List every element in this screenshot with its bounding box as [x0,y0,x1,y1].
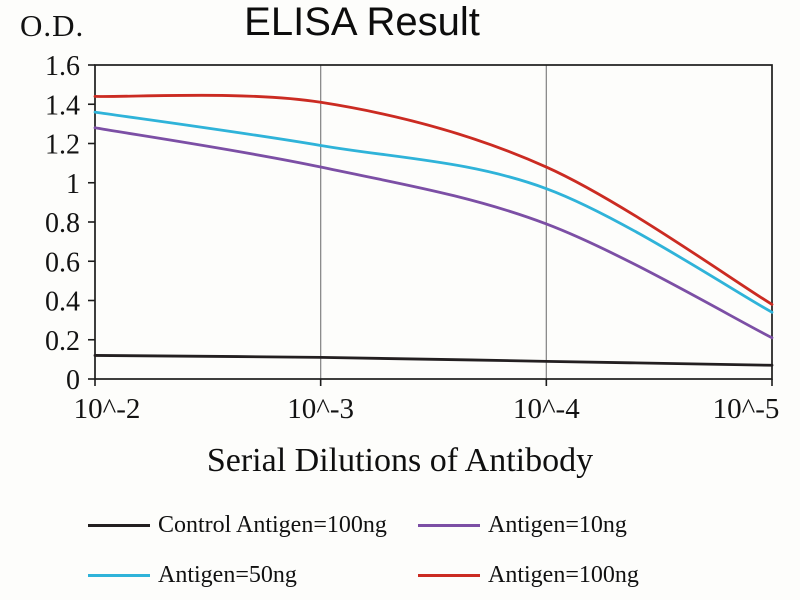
y-tick-label: 0.8 [45,208,80,239]
legend-item-antigen-10ng: Antigen=10ng [418,512,627,539]
x-tick-label: 10^-5 [713,393,780,425]
y-tick-label: 1.6 [45,52,80,82]
x-tick-label: 10^-2 [74,393,141,425]
legend-label: Antigen=100ng [488,562,639,588]
elisa-line-chart: 0 0.2 0.4 0.6 0.8 1 1.2 1.4 1.6 10^-2 10^-3 10^-4 10… [45,52,780,425]
y-tick-label: 0.6 [45,247,80,278]
y-axis-label: O.D. [20,8,85,43]
y-tick-label: 1.4 [45,90,80,121]
y-tick-label: 1.2 [45,130,80,161]
series-line-antigen-100ng [93,93,774,306]
y-tick-label: 1 [66,169,80,200]
series-line-antigen-10ng [93,126,774,340]
series-line-control-antigen-100ng [93,354,774,367]
legend-line-antigen-50ng [88,574,150,577]
x-tick-label: 10^-3 [287,393,354,425]
y-tick-label: 0.4 [45,287,80,318]
chart-title: ELISA Result [244,0,480,44]
plot-border [94,64,773,380]
legend-item-antigen-50ng: Antigen=50ng [88,562,297,589]
legend-line-control-antigen-100ng [88,524,150,527]
x-tick-label: 10^-4 [513,393,580,425]
y-tick-label: 0 [66,365,80,396]
series-line-antigen-50ng [93,110,774,314]
legend-item-control-antigen-100ng: Control Antigen=100ng [88,512,387,539]
y-tick-label: 0.2 [45,326,80,357]
legend-label: Antigen=10ng [488,512,627,538]
legend-label: Antigen=50ng [158,562,297,588]
legend-label: Control Antigen=100ng [158,512,387,538]
legend-item-antigen-100ng: Antigen=100ng [418,562,639,589]
legend-line-antigen-100ng [418,574,480,577]
x-axis-label: Serial Dilutions of Antibody [206,442,594,479]
legend-line-antigen-10ng [418,524,480,527]
